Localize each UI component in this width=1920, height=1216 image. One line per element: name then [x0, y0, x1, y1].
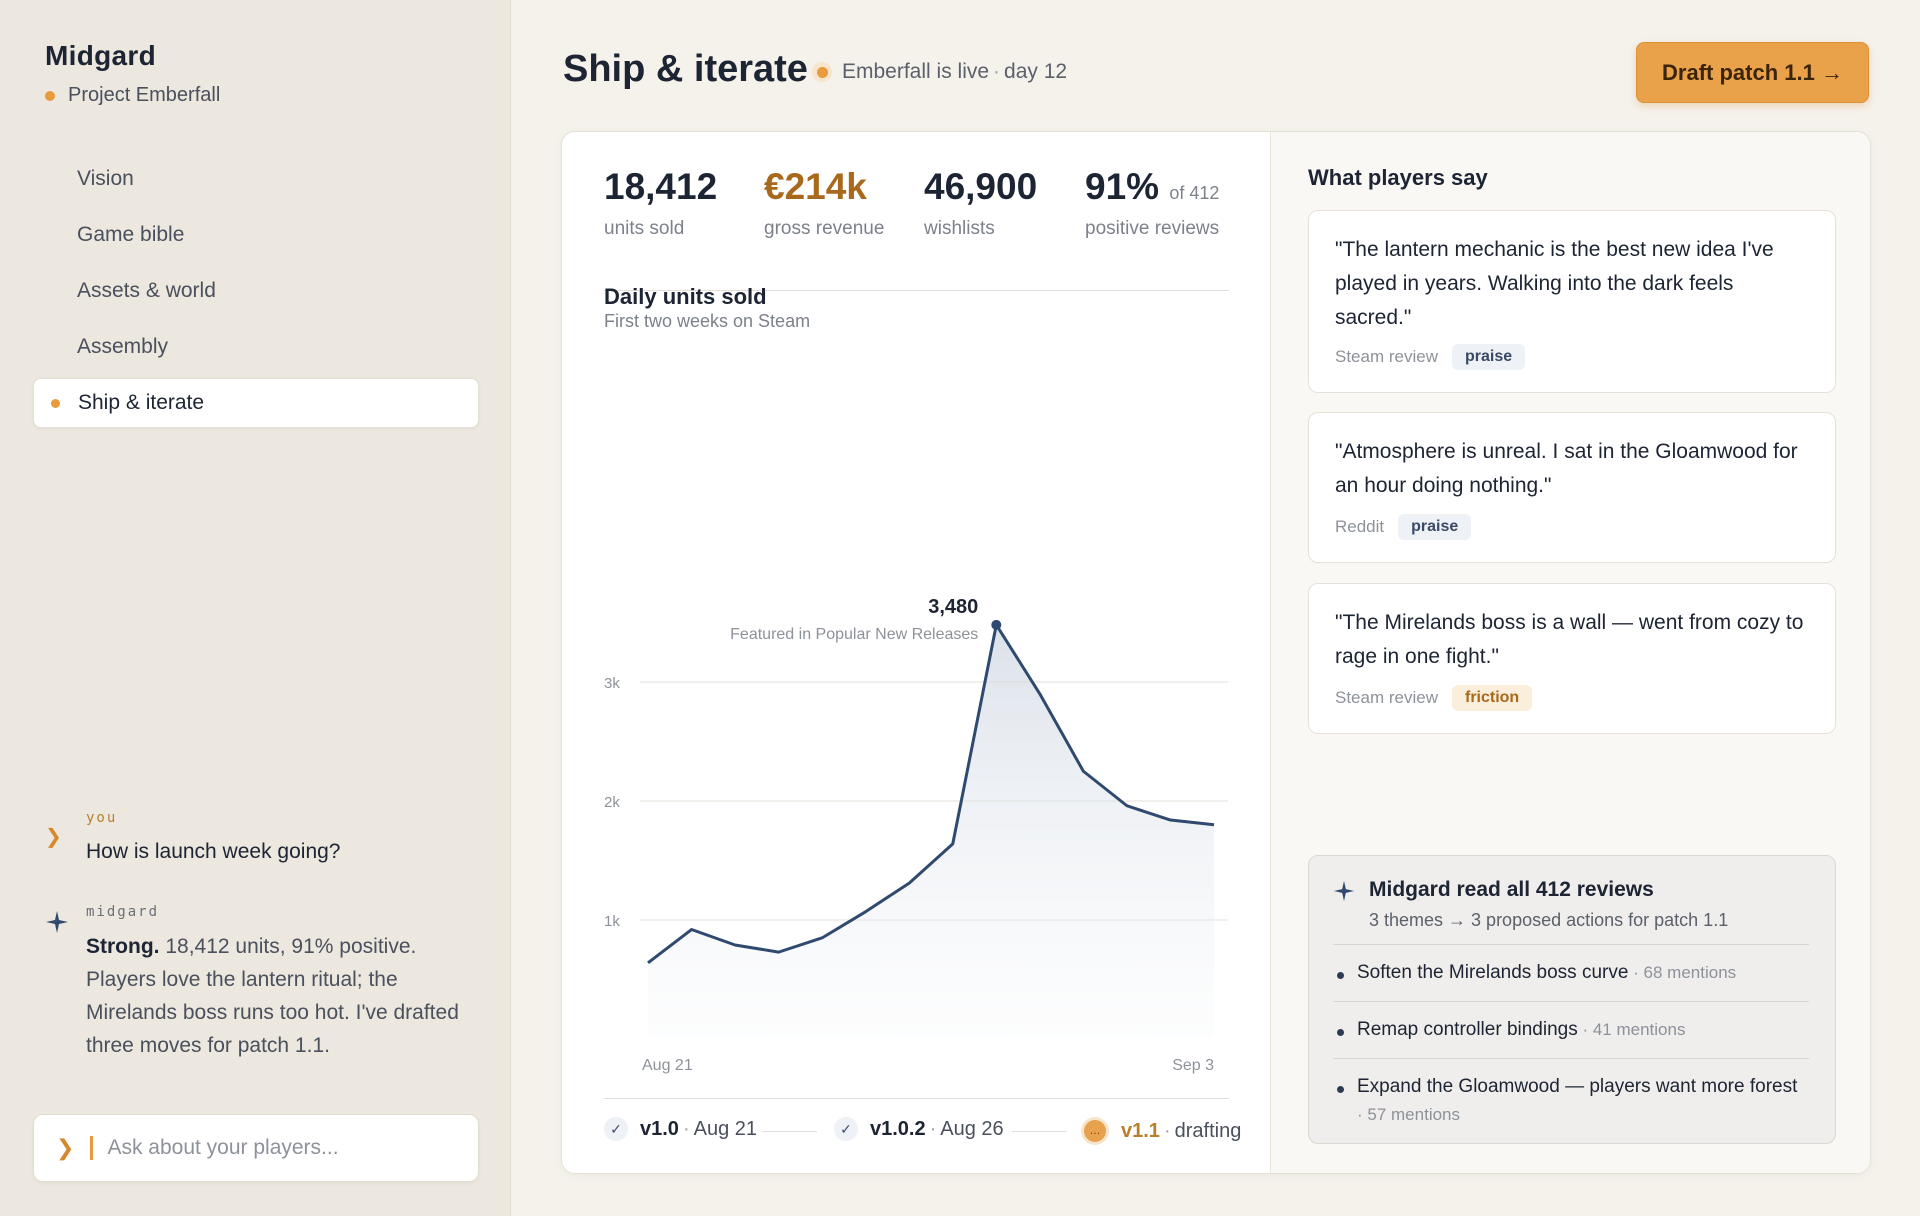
text-cursor — [90, 1136, 94, 1160]
review-tag: praise — [1451, 344, 1526, 370]
peak-annotation: Featured in Popular New Releases — [730, 626, 978, 643]
pending-icon: … — [1081, 1117, 1109, 1145]
review-card[interactable]: "The Mirelands boss is a wall — went fro… — [1308, 583, 1836, 734]
stat-units-sold: 18,412 units sold — [604, 166, 718, 239]
action-item[interactable]: Soften the Mirelands boss curve · 68 men… — [1333, 944, 1809, 1001]
sidebar: Midgard Project Emberfall Vision Game bi… — [0, 0, 511, 1216]
version-v1-0[interactable]: ✓ v1.0 · Aug 21 — [604, 1117, 757, 1141]
check-icon: ✓ — [834, 1117, 858, 1141]
area-fill — [648, 624, 1214, 1037]
review-card[interactable]: "Atmosphere is unreal. I sat in the Gloa… — [1308, 412, 1836, 563]
units-chart: 1k 2k 3k 3,480 Featured in Popular New Relea… — [604, 596, 1228, 1074]
feedback-pane: What players say "The lantern mechanic i… — [1270, 132, 1870, 1173]
chat-text-you: How is launch week going? — [86, 840, 341, 863]
y-tick-label: 1k — [604, 913, 620, 930]
review-source: Reddit — [1335, 517, 1385, 536]
ask-input[interactable] — [107, 1136, 448, 1160]
sparkle-icon — [45, 910, 69, 939]
x-tick-label: Sep 3 — [1172, 1057, 1214, 1074]
sidebar-item-game-bible[interactable]: Game bible — [77, 223, 185, 246]
chevron-right-icon: ❯ — [45, 826, 62, 848]
chat-role-you: you — [86, 810, 118, 826]
sidebar-item-vision[interactable]: Vision — [77, 167, 134, 190]
sidebar-item-assembly[interactable]: Assembly — [77, 335, 169, 358]
series-line — [647, 623, 1215, 965]
check-icon: ✓ — [604, 1117, 628, 1141]
chart-title: Daily units sold — [604, 284, 767, 309]
sidebar-nav: Vision Game bible Assets & world Assembl… — [33, 154, 479, 434]
review-source: Steam review — [1335, 688, 1438, 707]
chat-thread: ❯ you How is launch week going? midgard … — [45, 810, 475, 1062]
stat-positive-reviews: 91% of 412 positive reviews — [1085, 166, 1220, 239]
version-v1-0-2[interactable]: ✓ v1.0.2 · Aug 26 — [834, 1117, 1004, 1141]
action-item[interactable]: Remap controller bindings · 41 mentions — [1333, 1001, 1809, 1058]
sidebar-item-ship-iterate[interactable]: Ship & iterate — [33, 378, 479, 428]
page-title: Ship & iterate — [563, 48, 808, 90]
project-status-dot — [45, 90, 55, 101]
active-dot — [51, 399, 60, 408]
insight-title: Midgard read all 412 reviews — [1369, 878, 1654, 901]
chat-message-you: ❯ you How is launch week going? — [45, 810, 475, 864]
y-tick-label: 2k — [604, 794, 620, 811]
project-selector[interactable]: Project Emberfall — [45, 84, 220, 107]
version-v1-1[interactable]: … v1.1 · drafting — [1081, 1117, 1241, 1145]
insight-subtitle: 3 themes → 3 proposed actions for patch … — [1369, 910, 1729, 930]
release-timeline-divider — [604, 1098, 1229, 1099]
project-name: Project Emberfall — [68, 84, 221, 106]
insight-panel: Midgard read all 412 reviews 3 themes → … — [1308, 855, 1836, 1144]
action-item[interactable]: Expand the Gloamwood — players want more… — [1333, 1058, 1809, 1143]
review-source: Steam review — [1335, 347, 1438, 366]
sparkle-icon — [1333, 880, 1355, 907]
x-tick-label: Aug 21 — [642, 1057, 693, 1074]
stat-gross-revenue: €214k gross revenue — [764, 166, 885, 239]
reviews-heading: What players say — [1308, 165, 1488, 190]
chat-message-midgard: midgard Strong. 18,412 units, 91% positi… — [45, 904, 475, 1062]
review-card[interactable]: "The lantern mechanic is the best new id… — [1308, 210, 1836, 393]
review-tag: friction — [1451, 685, 1533, 711]
action-list: Soften the Mirelands boss curve · 68 men… — [1333, 944, 1809, 1143]
review-tag: praise — [1398, 514, 1472, 540]
draft-patch-button[interactable]: Draft patch 1.1 → — [1636, 42, 1869, 103]
sidebar-item-assets-world[interactable]: Assets & world — [77, 279, 216, 302]
stat-wishlists: 46,900 wishlists — [924, 166, 1038, 239]
brand-name: Midgard — [45, 40, 156, 71]
dashboard-card: 18,412 units sold €214k gross revenue 46… — [561, 131, 1871, 1174]
y-tick-label: 3k — [604, 675, 620, 692]
peak-marker — [991, 619, 1002, 630]
ask-input-box[interactable]: ❯ — [33, 1114, 479, 1182]
chevron-right-icon: ❯ — [56, 1135, 75, 1160]
live-status: Emberfall is live · day 12 — [812, 60, 1067, 84]
chat-text-midgard: Strong. 18,412 units, 91% positive. Play… — [86, 935, 459, 1057]
live-dot-icon — [812, 62, 832, 82]
chart-subtitle: First two weeks on Steam — [604, 311, 811, 331]
peak-label: 3,480 — [928, 596, 978, 618]
stats-row: 18,412 units sold €214k gross revenue 46… — [604, 166, 1229, 291]
chat-role-midgard: midgard — [86, 904, 160, 920]
